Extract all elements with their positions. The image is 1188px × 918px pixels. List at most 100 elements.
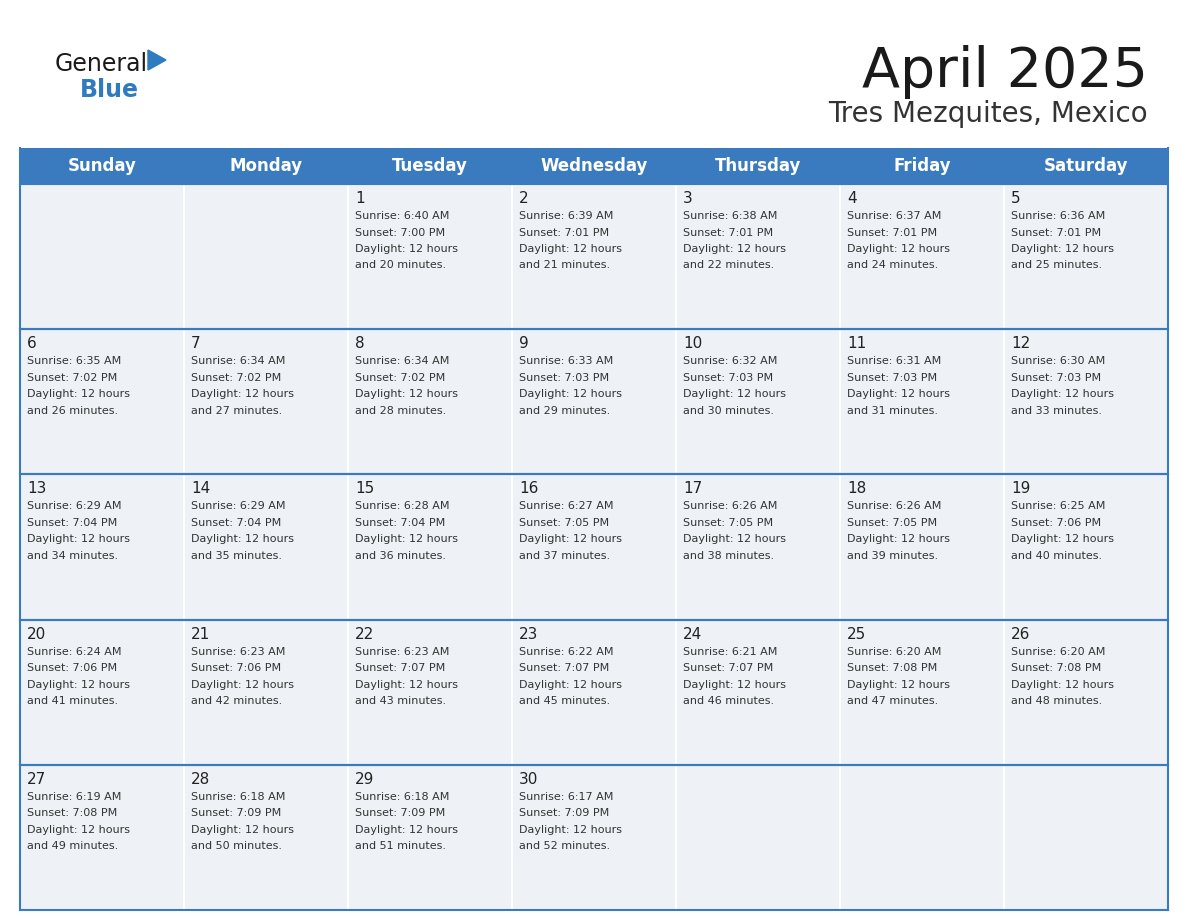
- Text: Sunrise: 6:36 AM: Sunrise: 6:36 AM: [1011, 211, 1105, 221]
- Bar: [1004, 475, 1168, 620]
- Text: 21: 21: [191, 627, 210, 642]
- Text: Daylight: 12 hours: Daylight: 12 hours: [1011, 244, 1114, 254]
- Text: Daylight: 12 hours: Daylight: 12 hours: [683, 389, 786, 399]
- Text: 16: 16: [519, 481, 538, 497]
- Text: and 47 minutes.: and 47 minutes.: [847, 696, 939, 706]
- Bar: [676, 475, 840, 620]
- Text: and 22 minutes.: and 22 minutes.: [683, 261, 775, 271]
- Text: Daylight: 12 hours: Daylight: 12 hours: [519, 389, 623, 399]
- Text: and 39 minutes.: and 39 minutes.: [847, 551, 939, 561]
- Text: 17: 17: [683, 481, 702, 497]
- Text: Sunset: 7:09 PM: Sunset: 7:09 PM: [519, 809, 609, 818]
- Text: and 38 minutes.: and 38 minutes.: [683, 551, 775, 561]
- Text: Sunset: 7:01 PM: Sunset: 7:01 PM: [847, 228, 937, 238]
- Text: Daylight: 12 hours: Daylight: 12 hours: [355, 244, 459, 254]
- Text: and 46 minutes.: and 46 minutes.: [683, 696, 775, 706]
- Text: Sunrise: 6:34 AM: Sunrise: 6:34 AM: [191, 356, 285, 366]
- Text: 13: 13: [27, 481, 46, 497]
- Text: Sunrise: 6:33 AM: Sunrise: 6:33 AM: [519, 356, 613, 366]
- Text: Sunset: 7:05 PM: Sunset: 7:05 PM: [519, 518, 609, 528]
- Bar: [840, 475, 1004, 620]
- Text: Friday: Friday: [893, 157, 950, 175]
- Text: Daylight: 12 hours: Daylight: 12 hours: [519, 534, 623, 544]
- Text: Daylight: 12 hours: Daylight: 12 hours: [519, 244, 623, 254]
- Text: Sunrise: 6:23 AM: Sunrise: 6:23 AM: [191, 646, 285, 656]
- Text: 14: 14: [191, 481, 210, 497]
- Text: Daylight: 12 hours: Daylight: 12 hours: [847, 244, 950, 254]
- Text: Sunrise: 6:40 AM: Sunrise: 6:40 AM: [355, 211, 449, 221]
- Text: 26: 26: [1011, 627, 1030, 642]
- Text: and 48 minutes.: and 48 minutes.: [1011, 696, 1102, 706]
- Text: Sunset: 7:06 PM: Sunset: 7:06 PM: [27, 663, 118, 673]
- Text: Sunrise: 6:23 AM: Sunrise: 6:23 AM: [355, 646, 449, 656]
- Text: General: General: [55, 52, 148, 76]
- Text: Sunset: 7:05 PM: Sunset: 7:05 PM: [683, 518, 773, 528]
- Bar: [1004, 184, 1168, 330]
- Text: Sunrise: 6:39 AM: Sunrise: 6:39 AM: [519, 211, 613, 221]
- Bar: [1004, 620, 1168, 765]
- Bar: [512, 620, 676, 765]
- Bar: [20, 765, 184, 910]
- Text: and 20 minutes.: and 20 minutes.: [355, 261, 447, 271]
- Text: 2: 2: [519, 191, 529, 206]
- Bar: [348, 475, 512, 620]
- Bar: [1004, 765, 1168, 910]
- Bar: [512, 184, 676, 330]
- Text: and 35 minutes.: and 35 minutes.: [191, 551, 282, 561]
- Bar: [512, 765, 676, 910]
- Text: 3: 3: [683, 191, 693, 206]
- Text: 15: 15: [355, 481, 374, 497]
- Text: Sunrise: 6:32 AM: Sunrise: 6:32 AM: [683, 356, 777, 366]
- Text: and 30 minutes.: and 30 minutes.: [683, 406, 775, 416]
- Text: Daylight: 12 hours: Daylight: 12 hours: [27, 534, 129, 544]
- Text: Sunset: 7:02 PM: Sunset: 7:02 PM: [27, 373, 118, 383]
- Text: Daylight: 12 hours: Daylight: 12 hours: [191, 679, 293, 689]
- Bar: [20, 148, 1168, 184]
- Text: April 2025: April 2025: [862, 45, 1148, 99]
- Text: 4: 4: [847, 191, 857, 206]
- Text: 6: 6: [27, 336, 37, 352]
- Text: Daylight: 12 hours: Daylight: 12 hours: [355, 824, 459, 834]
- Text: Sunrise: 6:26 AM: Sunrise: 6:26 AM: [683, 501, 777, 511]
- Text: 28: 28: [191, 772, 210, 787]
- Text: Daylight: 12 hours: Daylight: 12 hours: [519, 679, 623, 689]
- Text: and 50 minutes.: and 50 minutes.: [191, 841, 282, 851]
- Text: Sunrise: 6:25 AM: Sunrise: 6:25 AM: [1011, 501, 1105, 511]
- Text: Monday: Monday: [229, 157, 303, 175]
- Text: Daylight: 12 hours: Daylight: 12 hours: [683, 679, 786, 689]
- Bar: [184, 475, 348, 620]
- Text: 10: 10: [683, 336, 702, 352]
- Text: Daylight: 12 hours: Daylight: 12 hours: [1011, 679, 1114, 689]
- Text: Saturday: Saturday: [1044, 157, 1129, 175]
- Text: Sunset: 7:09 PM: Sunset: 7:09 PM: [191, 809, 282, 818]
- Text: 20: 20: [27, 627, 46, 642]
- Text: Daylight: 12 hours: Daylight: 12 hours: [683, 244, 786, 254]
- Text: Daylight: 12 hours: Daylight: 12 hours: [847, 389, 950, 399]
- Text: and 40 minutes.: and 40 minutes.: [1011, 551, 1102, 561]
- Text: Daylight: 12 hours: Daylight: 12 hours: [847, 679, 950, 689]
- Text: Sunset: 7:02 PM: Sunset: 7:02 PM: [191, 373, 282, 383]
- Text: and 52 minutes.: and 52 minutes.: [519, 841, 611, 851]
- Text: Sunrise: 6:20 AM: Sunrise: 6:20 AM: [847, 646, 941, 656]
- Text: and 42 minutes.: and 42 minutes.: [191, 696, 283, 706]
- Text: Sunrise: 6:18 AM: Sunrise: 6:18 AM: [355, 792, 449, 801]
- Text: and 41 minutes.: and 41 minutes.: [27, 696, 118, 706]
- Text: Daylight: 12 hours: Daylight: 12 hours: [191, 534, 293, 544]
- Text: 11: 11: [847, 336, 866, 352]
- Bar: [348, 765, 512, 910]
- Text: Sunset: 7:02 PM: Sunset: 7:02 PM: [355, 373, 446, 383]
- Text: Daylight: 12 hours: Daylight: 12 hours: [355, 679, 459, 689]
- Bar: [184, 330, 348, 475]
- Text: Sunset: 7:08 PM: Sunset: 7:08 PM: [27, 809, 118, 818]
- Text: Sunset: 7:01 PM: Sunset: 7:01 PM: [519, 228, 609, 238]
- Text: Sunset: 7:09 PM: Sunset: 7:09 PM: [355, 809, 446, 818]
- Text: 23: 23: [519, 627, 538, 642]
- Text: Tres Mezquites, Mexico: Tres Mezquites, Mexico: [828, 100, 1148, 128]
- Text: 19: 19: [1011, 481, 1030, 497]
- Text: Sunrise: 6:34 AM: Sunrise: 6:34 AM: [355, 356, 449, 366]
- Text: 18: 18: [847, 481, 866, 497]
- Text: Sunset: 7:07 PM: Sunset: 7:07 PM: [519, 663, 609, 673]
- Text: and 37 minutes.: and 37 minutes.: [519, 551, 611, 561]
- Text: Sunset: 7:03 PM: Sunset: 7:03 PM: [683, 373, 773, 383]
- Text: 9: 9: [519, 336, 529, 352]
